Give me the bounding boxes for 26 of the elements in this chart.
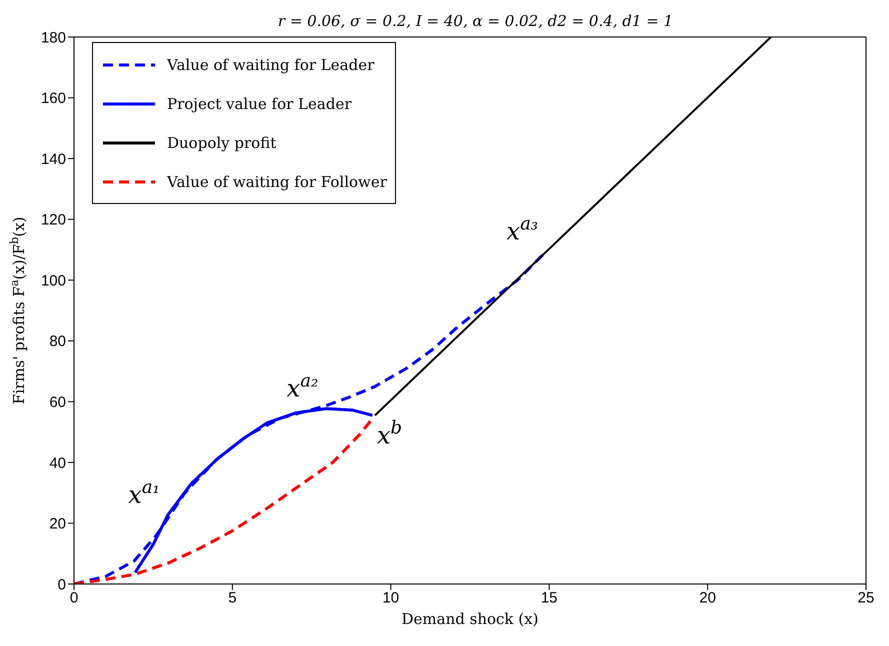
x-tick-label: 20 [699,590,716,607]
y-tick-label: 0 [58,576,66,594]
y-tick-label: 180 [40,29,66,46]
y-tick-label: 120 [40,212,66,229]
x-tick-label: 0 [70,590,78,607]
annotation: x$^{a₁}$ [128,476,160,510]
annotation: x$^{b}$ [376,416,402,450]
y-tick-label: 100 [40,272,66,290]
y-tick-label: 20 [49,516,66,533]
annotation: x$^{a₂}$ [286,370,318,403]
chart-title: r = 0.06, σ = 0.2, I = 40, α = 0.02, d2 = 0.4, d1 = 1 [276,12,674,30]
legend-label: Value of waiting for Follower [167,172,387,190]
y-tick-label: 80 [49,333,66,350]
legend-label: Value of waiting for Leader [167,56,374,74]
x-tick-label: 15 [540,590,558,607]
legend-label: Duopoly profit [167,134,276,152]
y-tick-label: 160 [40,90,66,108]
x-tick-label: 5 [228,590,237,607]
y-tick-label: 60 [49,394,66,411]
x-axis-title: Demand shock (x) [402,610,538,628]
x-tick-label: 25 [858,590,874,607]
x-tick-label: 10 [382,590,400,607]
y-tick-label: 40 [49,454,66,472]
annotation: x$^{a₃}$ [506,213,538,246]
legend-label: Project value for Leader [167,94,352,112]
y-tick-label: 140 [40,150,66,168]
